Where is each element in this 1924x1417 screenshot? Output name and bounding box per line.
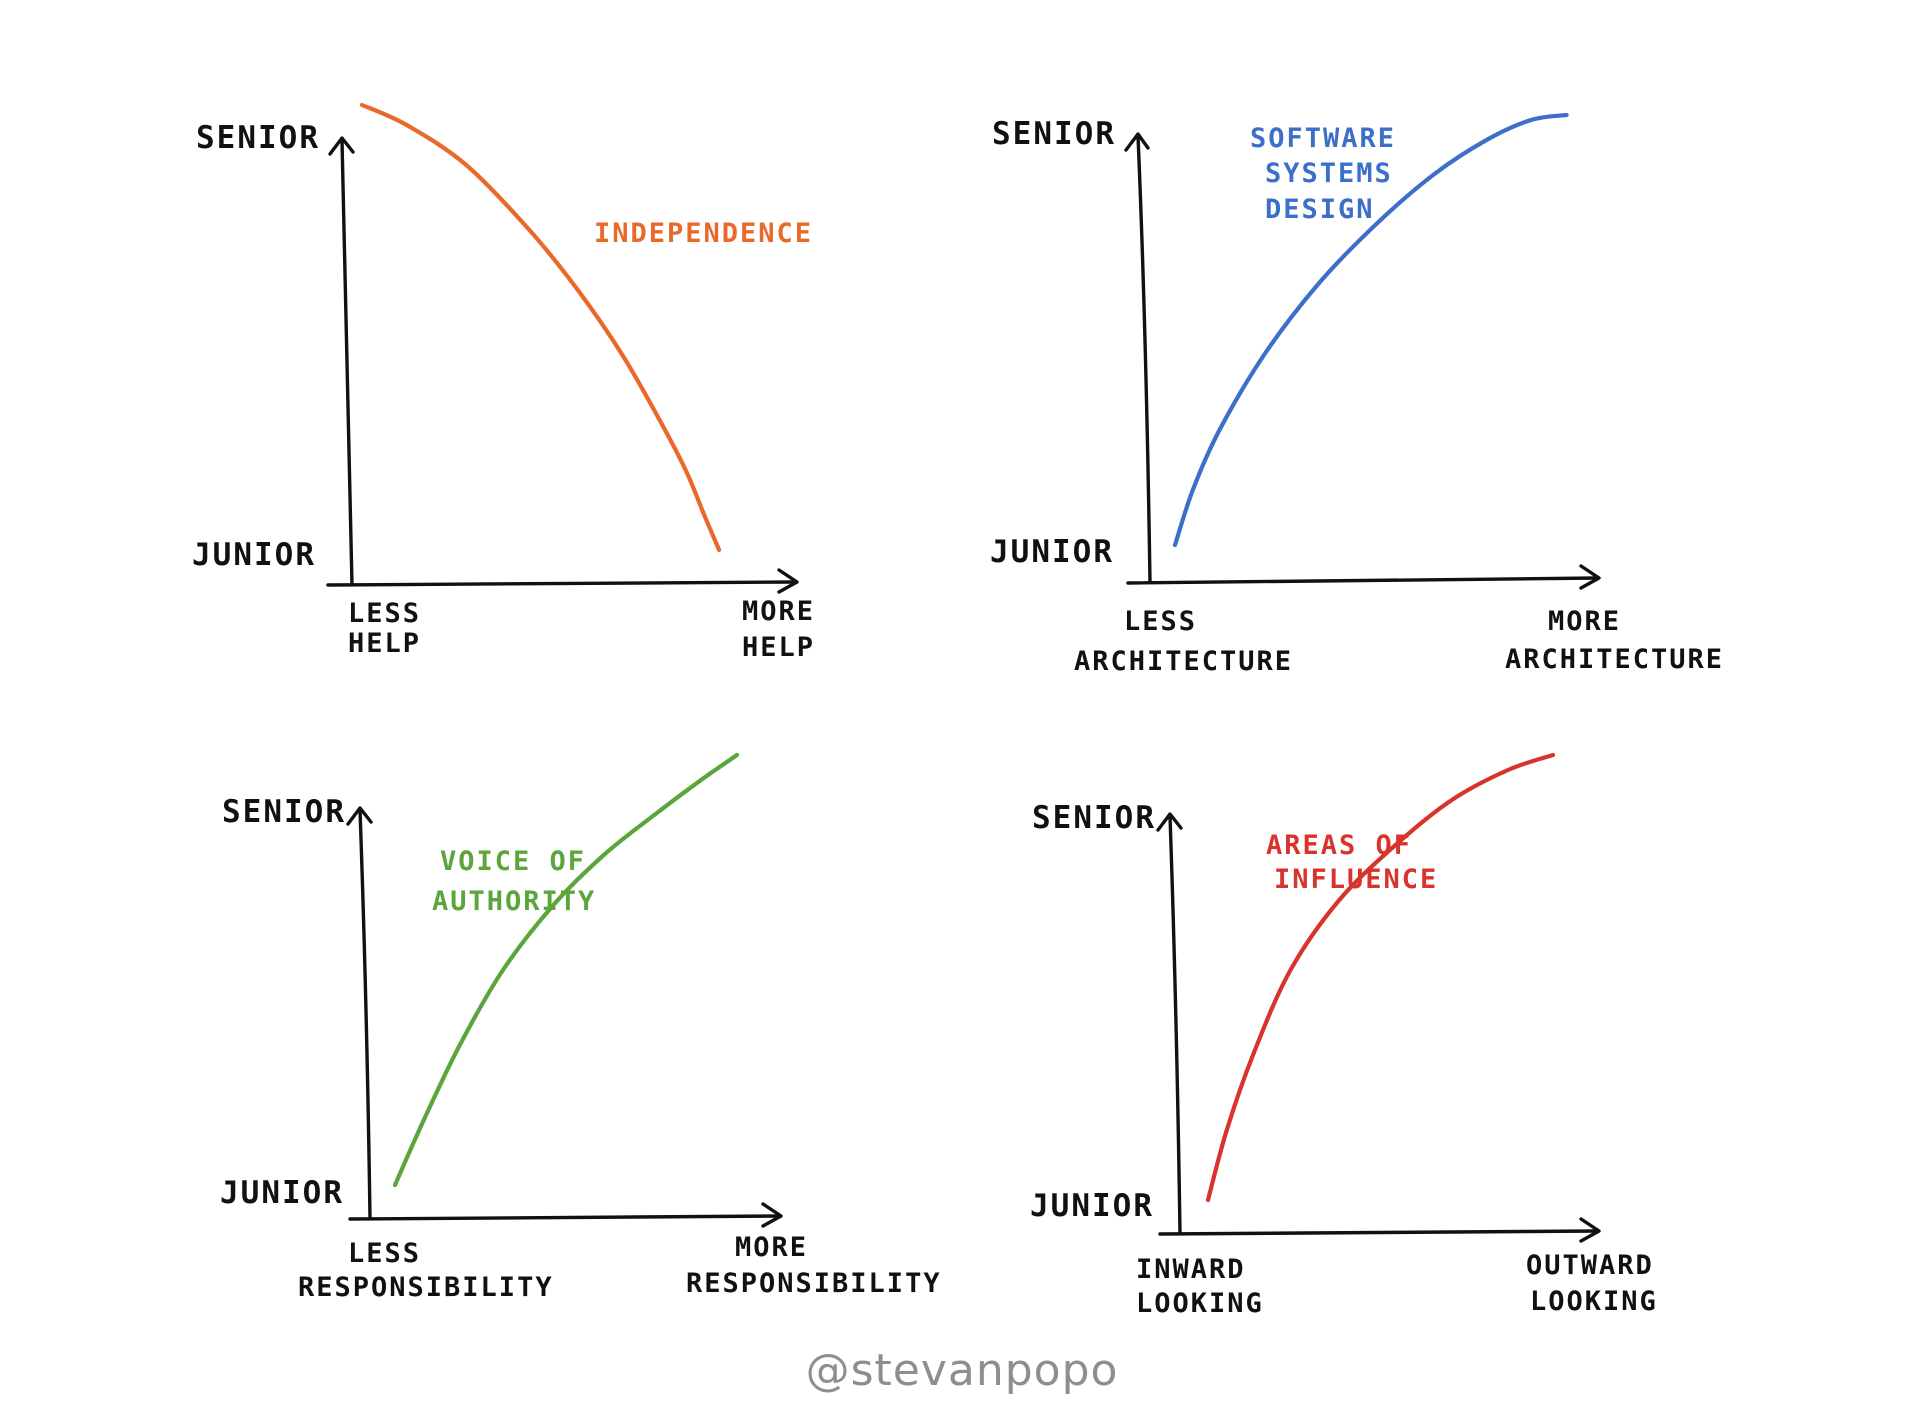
x-label-right-line1: MORE [1548,606,1621,637]
x-label-right-line1: OUTWARD [1526,1250,1654,1281]
x-label-left-line1: LESS [348,598,421,629]
x-axis [1158,1229,1600,1236]
x-axis [348,1214,782,1221]
series-label-voice-line1: VOICE OF [440,846,586,877]
x-axis-arrowhead [1579,1217,1601,1243]
y-axis-arrowhead [1156,812,1183,832]
x-label-left-line2: HELP [348,628,421,659]
x-label-right-line1: MORE [742,596,815,627]
x-label-right-line2: RESPONSIBILITY [686,1268,942,1299]
software-systems-design-curve [1172,112,1569,548]
y-axis-arrowhead [346,806,373,826]
series-label-influence-line1: AREAS OF [1266,830,1412,861]
x-axis-arrowhead [777,568,799,594]
series-label-software-line3: DESIGN [1265,194,1375,225]
x-axis-arrowhead [761,1202,783,1228]
series-label-software-line2: SYSTEMS [1265,158,1393,189]
x-axis [326,580,798,587]
areas-of-influence-curve [1205,752,1556,1203]
x-axis [1126,576,1600,585]
x-axis-arrowhead [1579,564,1601,590]
x-label-right-line2: HELP [742,632,815,663]
x-label-left-line1: INWARD [1136,1254,1246,1285]
voice-of-authority-curve [392,752,740,1188]
x-label-left-line2: LOOKING [1136,1288,1264,1319]
y-label-top: SENIOR [222,794,346,830]
y-label-bottom: JUNIOR [220,1175,344,1211]
y-label-top: SENIOR [992,116,1116,152]
y-label-top: SENIOR [1032,800,1156,836]
y-label-top: SENIOR [196,120,320,156]
y-label-bottom: JUNIOR [1030,1188,1154,1224]
independence-curve [359,102,722,553]
x-label-right-line2: LOOKING [1530,1286,1658,1317]
x-label-right-line2: ARCHITECTURE [1505,644,1724,675]
y-axis [340,138,354,587]
y-axis [358,808,372,1220]
x-label-left-line2: ARCHITECTURE [1074,646,1293,677]
x-label-left-line1: LESS [1124,606,1197,637]
series-label-influence-line2: INFLUENCE [1274,864,1438,895]
series-label-software-line1: SOFTWARE [1250,123,1396,154]
author-credit: @stevanpopo [805,1345,1119,1396]
y-axis-arrowhead [328,136,355,156]
y-label-bottom: JUNIOR [192,537,316,573]
x-label-right-line1: MORE [735,1232,808,1263]
series-label-independence: INDEPENDENCE [594,218,813,249]
y-label-bottom: JUNIOR [990,534,1114,570]
y-axis [1136,134,1152,584]
x-label-left-line2: RESPONSIBILITY [298,1272,554,1303]
y-axis-arrowhead [1124,132,1150,152]
y-axis [1168,814,1182,1234]
x-label-left-line1: LESS [348,1238,421,1269]
